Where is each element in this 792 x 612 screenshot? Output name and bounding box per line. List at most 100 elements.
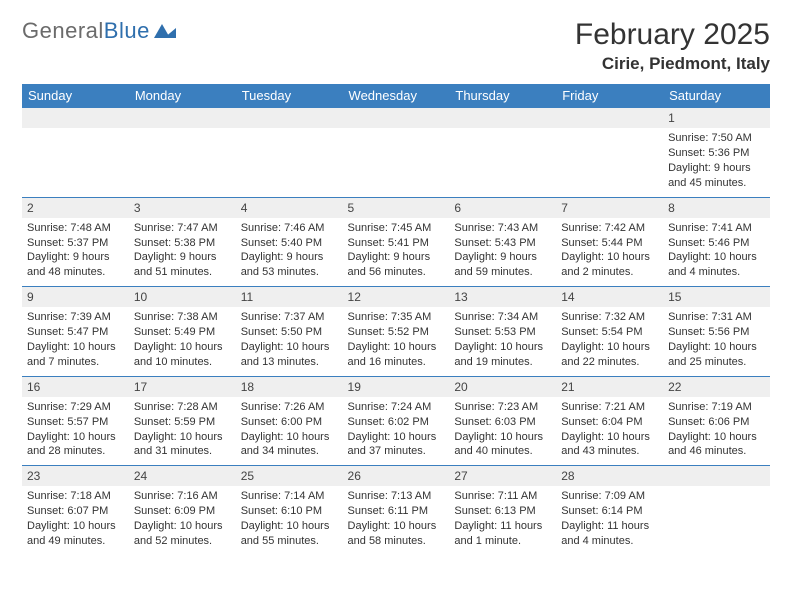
- location-subtitle: Cirie, Piedmont, Italy: [575, 54, 770, 74]
- sunrise-text: Sunrise: 7:41 AM: [668, 221, 765, 236]
- sunrise-text: Sunrise: 7:50 AM: [668, 131, 765, 146]
- sunset-text: Sunset: 6:03 PM: [454, 415, 551, 430]
- sunrise-text: Sunrise: 7:37 AM: [241, 310, 338, 325]
- day-number: 16: [22, 376, 129, 397]
- day-cell: Sunrise: 7:48 AMSunset: 5:37 PMDaylight:…: [22, 218, 129, 287]
- day-number: 14: [556, 287, 663, 308]
- day-number: 18: [236, 376, 343, 397]
- daylight-text: Daylight: 10 hours and 52 minutes.: [134, 519, 231, 549]
- day-cell: Sunrise: 7:23 AMSunset: 6:03 PMDaylight:…: [449, 397, 556, 466]
- daylight-text: Daylight: 9 hours and 48 minutes.: [27, 250, 124, 280]
- day-cell: Sunrise: 7:41 AMSunset: 5:46 PMDaylight:…: [663, 218, 770, 287]
- sunset-text: Sunset: 5:43 PM: [454, 236, 551, 251]
- day-cell: Sunrise: 7:28 AMSunset: 5:59 PMDaylight:…: [129, 397, 236, 466]
- logo: GeneralBlue: [22, 18, 176, 44]
- day-cell: Sunrise: 7:16 AMSunset: 6:09 PMDaylight:…: [129, 486, 236, 554]
- day-cell: Sunrise: 7:34 AMSunset: 5:53 PMDaylight:…: [449, 307, 556, 376]
- sunrise-text: Sunrise: 7:19 AM: [668, 400, 765, 415]
- day-cell: Sunrise: 7:29 AMSunset: 5:57 PMDaylight:…: [22, 397, 129, 466]
- day-info-row: Sunrise: 7:18 AMSunset: 6:07 PMDaylight:…: [22, 486, 770, 554]
- page-header: GeneralBlue February 2025 Cirie, Piedmon…: [22, 18, 770, 74]
- weekday-header: Wednesday: [343, 84, 450, 108]
- day-cell: Sunrise: 7:42 AMSunset: 5:44 PMDaylight:…: [556, 218, 663, 287]
- sunrise-text: Sunrise: 7:28 AM: [134, 400, 231, 415]
- sunset-text: Sunset: 6:02 PM: [348, 415, 445, 430]
- day-number: [663, 466, 770, 487]
- daylight-text: Daylight: 9 hours and 45 minutes.: [668, 161, 765, 191]
- weekday-header: Saturday: [663, 84, 770, 108]
- weekday-header: Friday: [556, 84, 663, 108]
- sunrise-text: Sunrise: 7:42 AM: [561, 221, 658, 236]
- day-number-row: 16171819202122: [22, 376, 770, 397]
- day-number: 1: [663, 108, 770, 129]
- day-cell: [22, 128, 129, 197]
- logo-text-general: General: [22, 18, 104, 44]
- daylight-text: Daylight: 10 hours and 46 minutes.: [668, 430, 765, 460]
- day-cell: Sunrise: 7:11 AMSunset: 6:13 PMDaylight:…: [449, 486, 556, 554]
- day-cell: Sunrise: 7:32 AMSunset: 5:54 PMDaylight:…: [556, 307, 663, 376]
- daylight-text: Daylight: 9 hours and 59 minutes.: [454, 250, 551, 280]
- sunrise-text: Sunrise: 7:48 AM: [27, 221, 124, 236]
- day-number: 27: [449, 466, 556, 487]
- day-cell: Sunrise: 7:39 AMSunset: 5:47 PMDaylight:…: [22, 307, 129, 376]
- sunrise-text: Sunrise: 7:21 AM: [561, 400, 658, 415]
- day-number: 9: [22, 287, 129, 308]
- sunrise-text: Sunrise: 7:46 AM: [241, 221, 338, 236]
- weekday-header-row: Sunday Monday Tuesday Wednesday Thursday…: [22, 84, 770, 108]
- day-info-row: Sunrise: 7:39 AMSunset: 5:47 PMDaylight:…: [22, 307, 770, 376]
- sunrise-text: Sunrise: 7:24 AM: [348, 400, 445, 415]
- sunset-text: Sunset: 6:11 PM: [348, 504, 445, 519]
- sunrise-text: Sunrise: 7:43 AM: [454, 221, 551, 236]
- day-cell: Sunrise: 7:21 AMSunset: 6:04 PMDaylight:…: [556, 397, 663, 466]
- day-number-row: 1: [22, 108, 770, 129]
- sunrise-text: Sunrise: 7:34 AM: [454, 310, 551, 325]
- day-cell: Sunrise: 7:31 AMSunset: 5:56 PMDaylight:…: [663, 307, 770, 376]
- daylight-text: Daylight: 10 hours and 31 minutes.: [134, 430, 231, 460]
- sunset-text: Sunset: 5:49 PM: [134, 325, 231, 340]
- day-number: 11: [236, 287, 343, 308]
- daylight-text: Daylight: 10 hours and 25 minutes.: [668, 340, 765, 370]
- day-info-row: Sunrise: 7:29 AMSunset: 5:57 PMDaylight:…: [22, 397, 770, 466]
- daylight-text: Daylight: 10 hours and 22 minutes.: [561, 340, 658, 370]
- sunrise-text: Sunrise: 7:39 AM: [27, 310, 124, 325]
- day-cell: Sunrise: 7:24 AMSunset: 6:02 PMDaylight:…: [343, 397, 450, 466]
- day-cell: Sunrise: 7:35 AMSunset: 5:52 PMDaylight:…: [343, 307, 450, 376]
- sunset-text: Sunset: 6:10 PM: [241, 504, 338, 519]
- sunrise-text: Sunrise: 7:47 AM: [134, 221, 231, 236]
- daylight-text: Daylight: 10 hours and 34 minutes.: [241, 430, 338, 460]
- daylight-text: Daylight: 9 hours and 53 minutes.: [241, 250, 338, 280]
- day-number: 26: [343, 466, 450, 487]
- day-number: 5: [343, 197, 450, 218]
- daylight-text: Daylight: 10 hours and 13 minutes.: [241, 340, 338, 370]
- sunset-text: Sunset: 5:56 PM: [668, 325, 765, 340]
- daylight-text: Daylight: 11 hours and 4 minutes.: [561, 519, 658, 549]
- weekday-header: Thursday: [449, 84, 556, 108]
- day-cell: Sunrise: 7:43 AMSunset: 5:43 PMDaylight:…: [449, 218, 556, 287]
- daylight-text: Daylight: 10 hours and 10 minutes.: [134, 340, 231, 370]
- sunrise-text: Sunrise: 7:13 AM: [348, 489, 445, 504]
- day-number: 10: [129, 287, 236, 308]
- daylight-text: Daylight: 9 hours and 56 minutes.: [348, 250, 445, 280]
- day-cell: Sunrise: 7:18 AMSunset: 6:07 PMDaylight:…: [22, 486, 129, 554]
- day-number: 12: [343, 287, 450, 308]
- day-cell: Sunrise: 7:45 AMSunset: 5:41 PMDaylight:…: [343, 218, 450, 287]
- day-number: 22: [663, 376, 770, 397]
- sunrise-text: Sunrise: 7:11 AM: [454, 489, 551, 504]
- sunset-text: Sunset: 5:36 PM: [668, 146, 765, 161]
- day-number: 20: [449, 376, 556, 397]
- sunset-text: Sunset: 6:06 PM: [668, 415, 765, 430]
- day-cell: Sunrise: 7:46 AMSunset: 5:40 PMDaylight:…: [236, 218, 343, 287]
- day-cell: Sunrise: 7:09 AMSunset: 6:14 PMDaylight:…: [556, 486, 663, 554]
- sunset-text: Sunset: 5:41 PM: [348, 236, 445, 251]
- logo-text-blue: Blue: [104, 18, 150, 44]
- day-number: 7: [556, 197, 663, 218]
- day-cell: [556, 128, 663, 197]
- sunset-text: Sunset: 5:50 PM: [241, 325, 338, 340]
- day-cell: Sunrise: 7:19 AMSunset: 6:06 PMDaylight:…: [663, 397, 770, 466]
- sunset-text: Sunset: 6:14 PM: [561, 504, 658, 519]
- day-number: 8: [663, 197, 770, 218]
- day-number: [449, 108, 556, 129]
- day-cell: Sunrise: 7:13 AMSunset: 6:11 PMDaylight:…: [343, 486, 450, 554]
- daylight-text: Daylight: 10 hours and 16 minutes.: [348, 340, 445, 370]
- daylight-text: Daylight: 10 hours and 7 minutes.: [27, 340, 124, 370]
